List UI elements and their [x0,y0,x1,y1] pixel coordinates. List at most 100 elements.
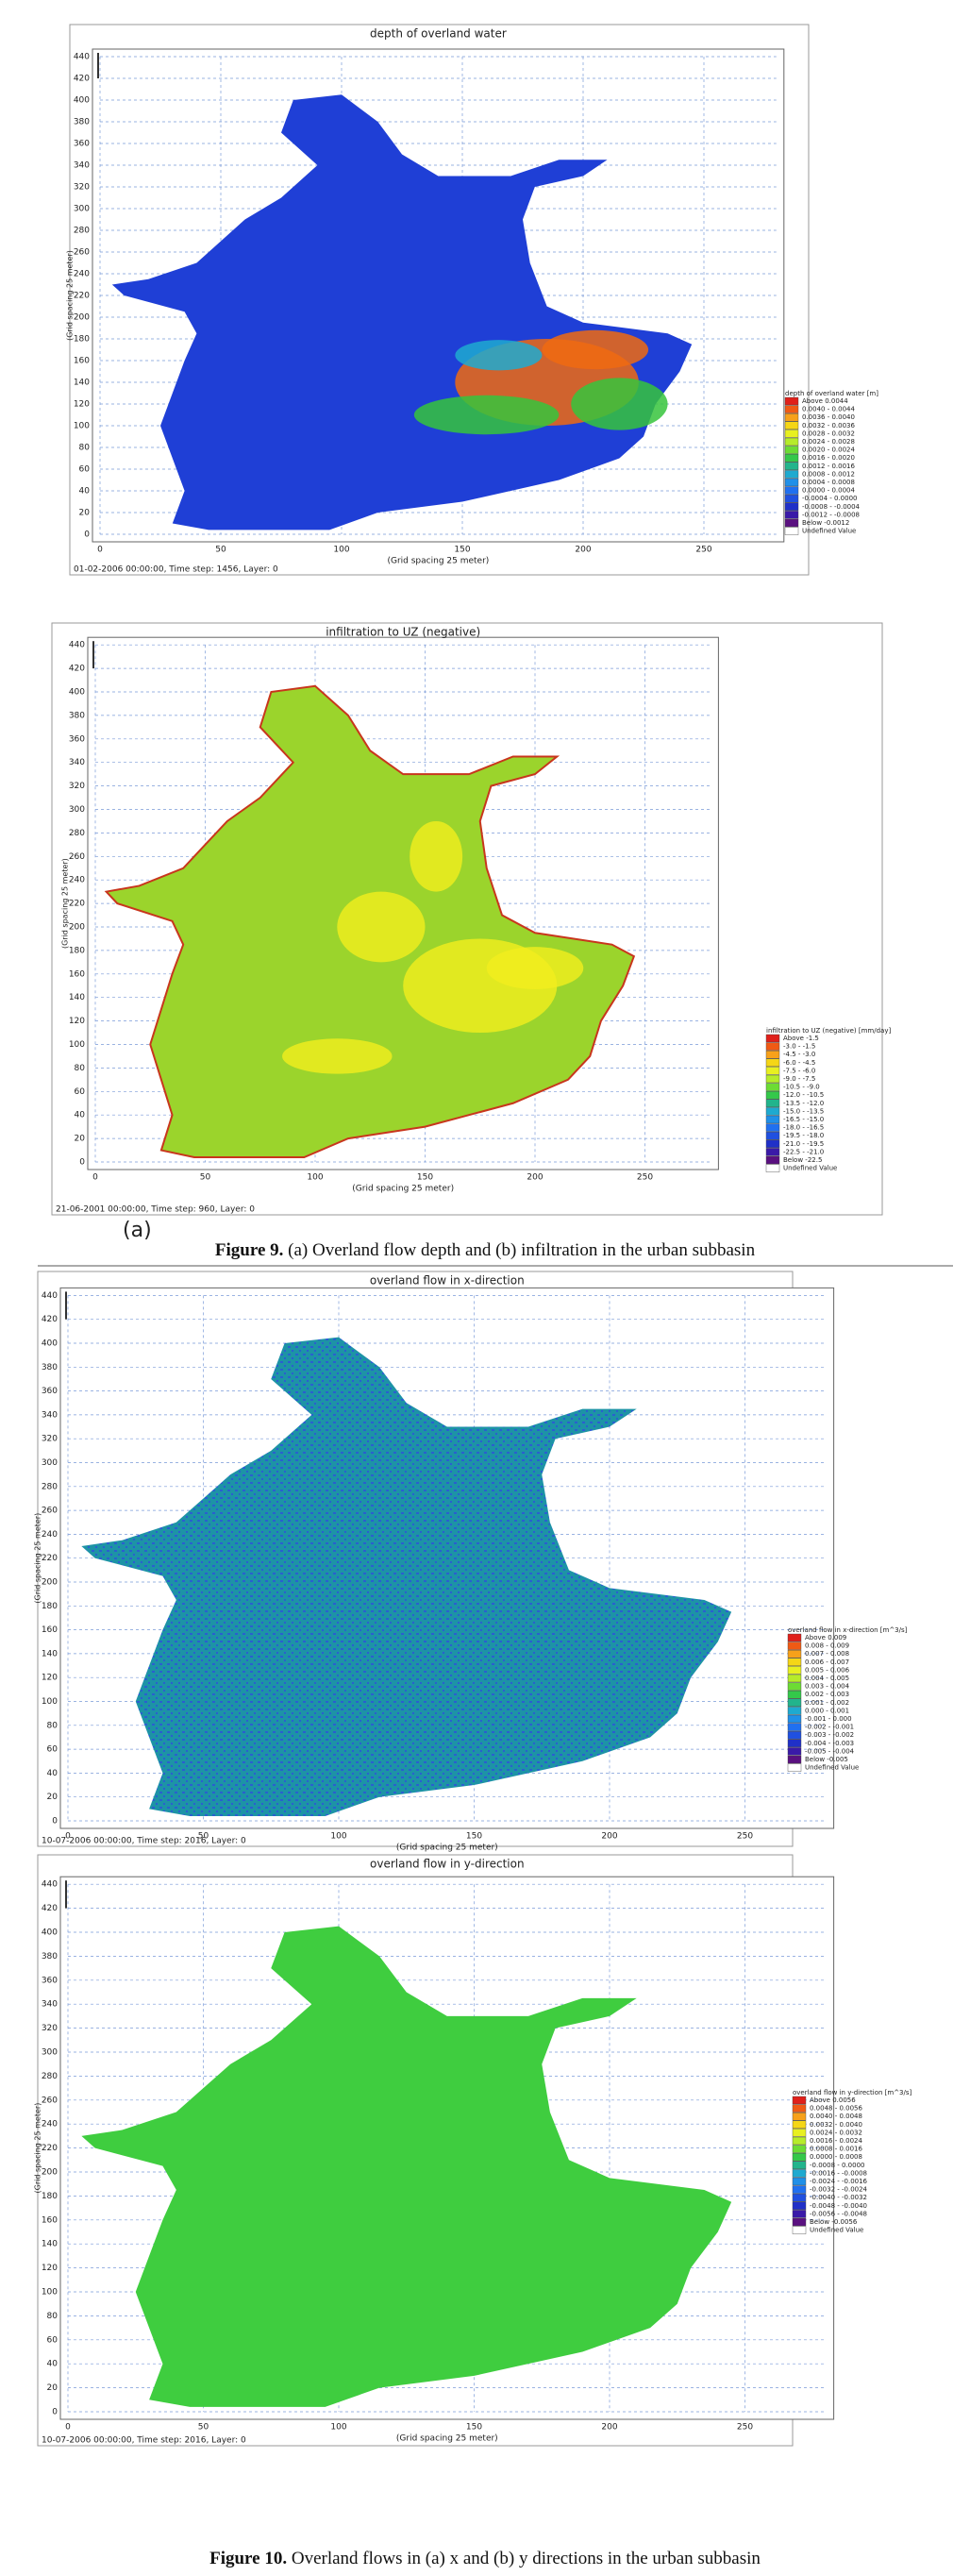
legend-swatch [765,1074,780,1084]
legend-swatch [765,1099,780,1108]
legend-label: 0.0012 - 0.0016 [802,463,856,470]
y-tick-label: 360 [42,1976,58,1985]
y-tick-label: 180 [42,2192,58,2201]
y-tick-label: 380 [74,118,90,127]
legend-label: Below -0.0056 [810,2218,858,2226]
caption-label: Figure 9. [214,1240,284,1260]
y-tick-label: 140 [69,993,85,1002]
map-patch [413,395,560,435]
y-tick-label: 160 [42,1625,58,1635]
legend-label: 0.0040 - 0.0048 [810,2113,862,2120]
legend-swatch [784,421,799,429]
legend-label: -0.0056 - -0.0048 [810,2210,867,2217]
legend-label: 0.0036 - 0.0040 [802,413,855,421]
legend-swatch [765,1107,780,1116]
legend-label: Above 0.0044 [802,397,848,405]
legend-swatch [784,396,799,406]
y-tick-label: 100 [42,2288,58,2298]
y-tick-label: 440 [42,1291,58,1301]
y-tick-label: 420 [74,75,90,84]
x-axis-label: (Grid spacing 25 meter) [352,1185,454,1194]
map-patch [410,820,463,892]
map-patch [455,340,543,371]
x-tick-label: 100 [333,546,349,555]
legend-title: overland flow in y-direction [m^3/s] [793,2089,912,2096]
y-tick-label: 280 [42,2072,58,2081]
y-tick-label: 20 [47,1793,59,1802]
legend-swatch [792,2096,807,2105]
legend-swatch [787,1666,802,1675]
legend-label: -10.5 - -9.0 [783,1084,820,1091]
legend-swatch [787,1674,802,1683]
legend-label: Below -0.0012 [802,519,849,527]
legend-swatch [765,1123,780,1132]
legend-swatch [792,2169,807,2178]
legend-label: 0.0040 - 0.0044 [802,406,856,413]
panel-title: depth of overland water [370,27,507,41]
y-axis-label: (Grid spacing 25 meter) [66,250,75,341]
legend-label: 0.0032 - 0.0036 [802,422,856,429]
x-tick-label: 250 [695,546,711,555]
legend-swatch [792,2104,807,2113]
y-tick-label: 260 [42,1507,58,1516]
legend-swatch [792,2201,807,2211]
y-tick-label: 260 [69,852,85,862]
legend-swatch [792,2120,807,2130]
map-patch [337,891,426,963]
y-tick-label: 400 [42,1339,58,1349]
y-tick-label: 240 [42,1530,58,1540]
legend-swatch [784,511,799,519]
x-tick-label: 0 [65,1832,71,1842]
legend-label: 0.0008 - 0.0016 [810,2146,863,2153]
legend-swatch [765,1148,780,1156]
y-tick-label: 20 [79,509,91,518]
map-patch [282,1038,393,1074]
legend-label: -0.0040 - -0.0032 [810,2194,867,2201]
legend-label: -0.003 - -0.002 [805,1731,854,1739]
x-tick-label: 200 [601,1832,617,1842]
legend-swatch [765,1131,780,1140]
legend-swatch [787,1649,802,1658]
y-tick-label: 240 [74,270,90,279]
x-tick-label: 50 [215,546,226,555]
legend-label: Above 0.0056 [810,2096,856,2104]
legend-swatch [787,1633,802,1642]
caption-label: Figure 10. [209,2549,288,2568]
y-tick-label: 180 [42,1602,58,1611]
x-tick-label: 100 [330,1832,346,1842]
legend-swatch [784,527,799,535]
caption-text: (a) Overland flow depth and (b) infiltra… [288,1240,756,1260]
legend-swatch [792,2152,807,2162]
y-tick-label: 440 [69,641,85,650]
y-tick-label: 80 [47,1721,59,1730]
legend-label: -12.0 - -10.5 [783,1091,824,1099]
legend-label: -0.001 - 0.000 [805,1715,852,1723]
legend-swatch [787,1755,802,1764]
legend-label: -0.0024 - -0.0016 [810,2178,868,2185]
y-axis-label: (Grid spacing 25 meter) [34,2103,42,2194]
legend-label: -0.0012 - -0.0008 [802,511,860,518]
legend-swatch [787,1707,802,1715]
y-tick-label: 340 [42,1410,58,1420]
legend-label: -13.5 - -12.0 [783,1100,824,1107]
legend-swatch [787,1723,802,1731]
panel-title: infiltration to UZ (negative) [326,626,480,639]
y-tick-label: 240 [42,2120,58,2130]
legend-label: 0.0024 - 0.0032 [810,2129,862,2136]
legend-label: -0.0008 - -0.0004 [802,503,861,511]
legend-label: 0.0004 - 0.0008 [802,479,855,486]
legend-swatch [787,1698,802,1708]
caption-text: Overland flows in (a) x and (b) y direct… [291,2549,761,2568]
legend-label: 0.0048 - 0.0056 [810,2105,863,2113]
legend-label: -7.5 - -6.0 [783,1067,815,1074]
legend-label: 0.001 - 0.002 [805,1699,849,1707]
y-tick-label: 140 [42,2240,58,2249]
legend-label: -0.0016 - -0.0008 [810,2169,867,2177]
legend-label: -0.0008 - 0.0000 [810,2162,865,2169]
y-tick-label: 220 [42,1554,58,1563]
y-tick-label: 180 [74,335,90,345]
y-tick-label: 260 [42,2096,58,2105]
x-tick-label: 200 [527,1173,543,1183]
x-tick-label: 200 [601,2423,617,2433]
legend-swatch [784,462,799,470]
